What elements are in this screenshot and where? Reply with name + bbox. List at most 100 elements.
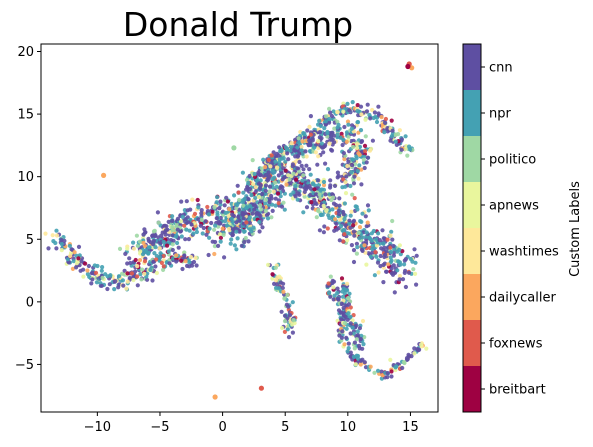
scatter-point — [318, 228, 322, 232]
scatter-point — [207, 253, 211, 257]
scatter-point — [291, 172, 295, 176]
scatter-point — [333, 294, 337, 298]
scatter-point — [328, 178, 332, 182]
scatter-point — [257, 220, 261, 224]
scatter-point — [155, 271, 159, 275]
x-tick-label: 15 — [402, 420, 419, 435]
scatter-point — [386, 238, 390, 242]
scatter-point — [171, 248, 175, 252]
scatter-point — [364, 263, 368, 267]
scatter-point — [150, 278, 154, 282]
scatter-point — [403, 269, 407, 273]
scatter-point — [268, 189, 272, 193]
scatter-point — [89, 281, 93, 285]
scatter-point — [316, 209, 320, 213]
scatter-point — [242, 240, 246, 244]
scatter-point — [338, 238, 342, 242]
scatter-point — [405, 154, 409, 158]
scatter-point — [176, 228, 180, 232]
scatter-point — [266, 263, 270, 267]
scatter-point — [346, 318, 350, 322]
scatter-point — [267, 174, 271, 178]
scatter-point — [295, 166, 299, 170]
scatter-point — [281, 177, 285, 181]
scatter-point — [346, 349, 350, 353]
scatter-point — [353, 346, 357, 350]
scatter-point — [199, 211, 203, 215]
scatter-point — [251, 211, 255, 215]
scatter-point — [379, 254, 383, 258]
scatter-point — [204, 219, 208, 223]
scatter-point — [337, 209, 341, 213]
scatter-point — [215, 210, 219, 214]
scatter-point — [362, 158, 366, 162]
scatter-point — [372, 371, 376, 375]
scatter-point — [277, 201, 281, 205]
scatter-point — [246, 239, 250, 243]
scatter-point — [424, 347, 428, 351]
colorbar-tick-label: cnn — [489, 61, 513, 76]
scatter-point — [407, 145, 411, 149]
scatter-point — [207, 212, 211, 216]
scatter-point — [264, 183, 268, 187]
scatter-point — [160, 261, 164, 265]
scatter-point — [324, 119, 328, 123]
scatter-point — [344, 191, 348, 195]
scatter-point — [285, 293, 289, 297]
scatter-point — [153, 229, 157, 233]
scatter-point — [81, 275, 85, 279]
scatter-point — [284, 145, 288, 149]
scatter-point — [227, 207, 231, 211]
scatter-point — [235, 203, 239, 207]
scatter-point — [327, 291, 331, 295]
scatter-point — [345, 288, 349, 292]
scatter-point — [273, 160, 277, 164]
scatter-point — [385, 270, 389, 274]
scatter-point — [181, 215, 185, 219]
scatter-point — [305, 128, 309, 132]
colorbar-tick-label: washtimes — [489, 245, 559, 260]
scatter-point — [368, 116, 372, 120]
scatter-point — [156, 210, 160, 214]
scatter-point — [184, 259, 188, 263]
scatter-point — [358, 225, 362, 229]
scatter-point — [167, 261, 171, 265]
scatter-point — [307, 138, 311, 142]
scatter-point — [363, 118, 367, 122]
scatter-point — [349, 210, 353, 214]
scatter-point — [300, 139, 304, 143]
scatter-point — [316, 178, 320, 182]
scatter-point — [360, 248, 364, 252]
scatter-point — [213, 240, 217, 244]
scatter-point — [236, 184, 240, 188]
scatter-point — [345, 282, 349, 286]
scatter-point — [218, 200, 222, 204]
scatter-point — [327, 281, 331, 285]
scatter-point — [285, 303, 289, 307]
scatter-point — [283, 319, 287, 323]
colorbar-segment — [463, 136, 481, 182]
scatter-point — [223, 219, 227, 223]
scatter-point — [128, 261, 132, 265]
scatter-point — [68, 244, 72, 248]
scatter-point — [338, 218, 342, 222]
scatter-point — [411, 267, 415, 271]
scatter-point — [332, 297, 336, 301]
scatter-point — [356, 169, 360, 173]
scatter-point — [398, 263, 402, 267]
scatter-point — [382, 130, 386, 134]
scatter-point — [389, 374, 393, 378]
scatter-point — [158, 246, 162, 250]
y-tick-label: 10 — [17, 170, 34, 185]
scatter-point — [186, 220, 190, 224]
scatter-point — [327, 107, 331, 111]
y-tick-label: 5 — [26, 233, 34, 248]
scatter-point — [117, 274, 121, 278]
scatter-point — [312, 146, 316, 150]
scatter-point — [366, 103, 370, 107]
scatter-point — [332, 140, 336, 144]
scatter-point — [105, 287, 109, 291]
scatter-point — [346, 311, 350, 315]
scatter-point — [221, 227, 225, 231]
scatter-point — [267, 158, 271, 162]
